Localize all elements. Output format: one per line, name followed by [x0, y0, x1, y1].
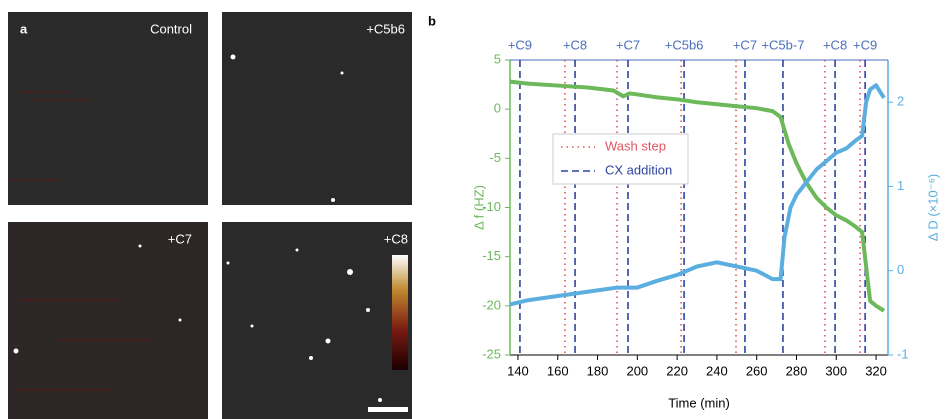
- legend: [552, 133, 689, 185]
- marker-label: +C5b-7: [761, 37, 804, 52]
- y-tick-label: -25: [482, 346, 501, 361]
- image-label: Control: [150, 21, 192, 36]
- x-tick-label: 240: [706, 363, 728, 378]
- y2-tick-label: 1: [897, 178, 904, 193]
- image-label: +C8: [384, 231, 408, 246]
- afm-image: [8, 222, 208, 419]
- legend-label: CX addition: [605, 162, 672, 177]
- panel-a: a Control +C5b6 +C7 +C8: [8, 12, 412, 419]
- marker-label: +C5b6: [665, 37, 704, 52]
- scale-bar: [368, 407, 408, 412]
- y-tick-label: -5: [489, 150, 501, 165]
- texture: [10, 91, 150, 391]
- y-tick-label: -20: [482, 297, 501, 312]
- x-tick-label: 320: [865, 363, 887, 378]
- y-tick-label: -10: [482, 199, 501, 214]
- y-tick-label: 5: [494, 51, 501, 66]
- marker-label: +C8: [563, 37, 587, 52]
- x-tick-label: 280: [786, 363, 808, 378]
- afm-image: [222, 222, 412, 419]
- y-axis-title: Δ f (HZ): [471, 185, 486, 230]
- afm-image: [222, 12, 412, 205]
- legend-label: Wash step: [605, 138, 666, 153]
- image-label: +C5b6: [366, 21, 405, 36]
- x-tick-label: 180: [587, 363, 609, 378]
- x-tick-label: 140: [507, 363, 529, 378]
- panel-label: b: [428, 13, 436, 28]
- series-line: [509, 83, 886, 307]
- x-axis-title: Time (min): [668, 395, 730, 410]
- marker-label: +C9: [853, 37, 877, 52]
- particles: [13, 54, 382, 402]
- x-tick-label: 300: [825, 363, 847, 378]
- afm-image: [8, 12, 208, 205]
- panel-b: b 140 160 180 200 220 240 260 280 300 320-25-20-1…: [428, 13, 940, 410]
- series-line: [509, 79, 886, 313]
- marker-label: +C7: [616, 37, 640, 52]
- marker-label: +C9: [508, 37, 532, 52]
- colorbar: [392, 255, 408, 370]
- image-label: +C7: [168, 231, 192, 246]
- panel-label: a: [20, 21, 28, 36]
- x-tick-label: 220: [666, 363, 688, 378]
- x-tick-label: 160: [547, 363, 569, 378]
- y2-axis-title: Δ D (×10⁻⁶): [925, 174, 940, 242]
- marker-label: +C7: [733, 37, 757, 52]
- y2-tick-label: -1: [897, 346, 909, 361]
- x-tick-label: 200: [626, 363, 648, 378]
- x-tick-label: 260: [746, 363, 768, 378]
- y2-tick-label: 0: [897, 262, 904, 277]
- y-tick-label: 0: [494, 101, 501, 116]
- y-tick-label: -15: [482, 248, 501, 263]
- marker-label: +C8: [823, 37, 847, 52]
- y2-tick-label: 2: [897, 94, 904, 109]
